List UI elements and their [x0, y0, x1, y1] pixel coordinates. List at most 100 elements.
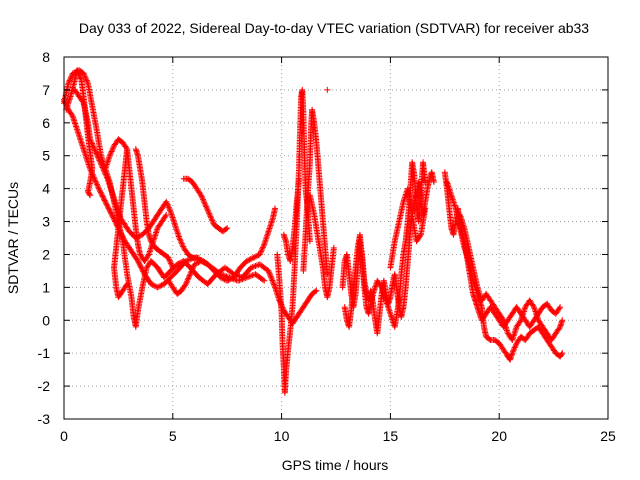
data-point [66, 78, 72, 85]
data-point [83, 76, 90, 83]
data-point [90, 143, 97, 150]
data-point [109, 213, 116, 220]
data-point [99, 192, 106, 199]
data-point [198, 193, 205, 200]
data-point [96, 157, 103, 164]
data-point [228, 275, 235, 282]
data-point [94, 153, 101, 160]
series-track-13 [324, 86, 331, 93]
grid [64, 57, 608, 419]
data-point [252, 263, 259, 269]
data-point [103, 200, 109, 207]
data-point [110, 215, 117, 222]
data-point [106, 208, 113, 214]
data-point [97, 189, 104, 196]
data-point [510, 347, 517, 354]
data-point [65, 80, 72, 87]
data-point [163, 211, 170, 218]
data-point [201, 200, 208, 207]
data-point [296, 175, 303, 182]
data-point [258, 247, 265, 254]
data-point [123, 144, 130, 151]
data-point [83, 77, 90, 84]
data-point [109, 147, 116, 154]
data-point [107, 151, 114, 158]
data-point [204, 207, 211, 214]
data-point [187, 271, 194, 278]
data-point [100, 194, 107, 201]
data-point [166, 257, 173, 264]
chart-title: Day 033 of 2022, Sidereal Day-to-day VTE… [79, 20, 589, 36]
data-point [101, 196, 107, 203]
data-point [219, 275, 225, 282]
data-point [177, 237, 184, 244]
data-point [120, 234, 126, 241]
data-point [84, 78, 91, 85]
data-point [198, 192, 205, 199]
data-point [81, 73, 88, 80]
data-point [267, 273, 274, 280]
data-point [167, 207, 173, 214]
data-point [108, 148, 115, 155]
data-point [167, 260, 174, 267]
data-point [225, 277, 232, 284]
x-tick-label: 20 [491, 428, 507, 444]
data-point [94, 181, 100, 188]
data-point [556, 325, 563, 332]
data-point [98, 190, 105, 197]
data-point [201, 199, 208, 206]
data-point [207, 213, 214, 220]
data-point [167, 259, 174, 265]
data-point [182, 281, 189, 288]
data-point [134, 256, 141, 263]
series-track-18 [444, 179, 566, 363]
x-tick-label: 5 [169, 428, 177, 444]
data-point [145, 252, 151, 259]
data-point [95, 154, 102, 161]
series-track-3 [71, 86, 202, 261]
data-point [107, 209, 114, 216]
y-tick-label: -2 [38, 378, 51, 394]
data-point [87, 137, 94, 144]
data-point [558, 351, 565, 358]
data-point [97, 188, 104, 195]
data-point [162, 213, 169, 220]
data-point [208, 216, 215, 223]
data-point [68, 111, 75, 118]
data-point [195, 259, 202, 266]
data-point [235, 277, 242, 284]
data-point [511, 344, 518, 351]
y-tick-label: -3 [38, 411, 51, 427]
data-point [559, 317, 566, 324]
data-point [517, 318, 524, 325]
data-point [176, 235, 183, 241]
data-point [92, 178, 99, 185]
data-point [165, 203, 172, 209]
data-point [194, 260, 201, 266]
y-tick-label: 5 [42, 148, 50, 164]
data-point [103, 174, 110, 181]
series-track-5 [124, 146, 170, 264]
data-point [94, 182, 101, 189]
data-point [223, 226, 230, 232]
data-point [75, 70, 82, 76]
data-point [224, 277, 231, 284]
data-point [199, 258, 206, 265]
data-point [259, 245, 266, 252]
data-point [97, 158, 104, 165]
data-point [96, 187, 103, 193]
data-point [174, 261, 181, 268]
data-point [152, 283, 158, 289]
data-point [271, 283, 278, 289]
y-axis-label: SDTVAR / TECUs [5, 182, 21, 294]
data-point [123, 282, 130, 289]
x-tick-label: 15 [383, 428, 399, 444]
data-point [430, 179, 437, 186]
data-point [86, 191, 93, 198]
data-point [250, 254, 257, 261]
data-point [246, 256, 253, 263]
data-point [186, 272, 193, 279]
data-point [108, 210, 115, 217]
data-point [106, 206, 113, 213]
